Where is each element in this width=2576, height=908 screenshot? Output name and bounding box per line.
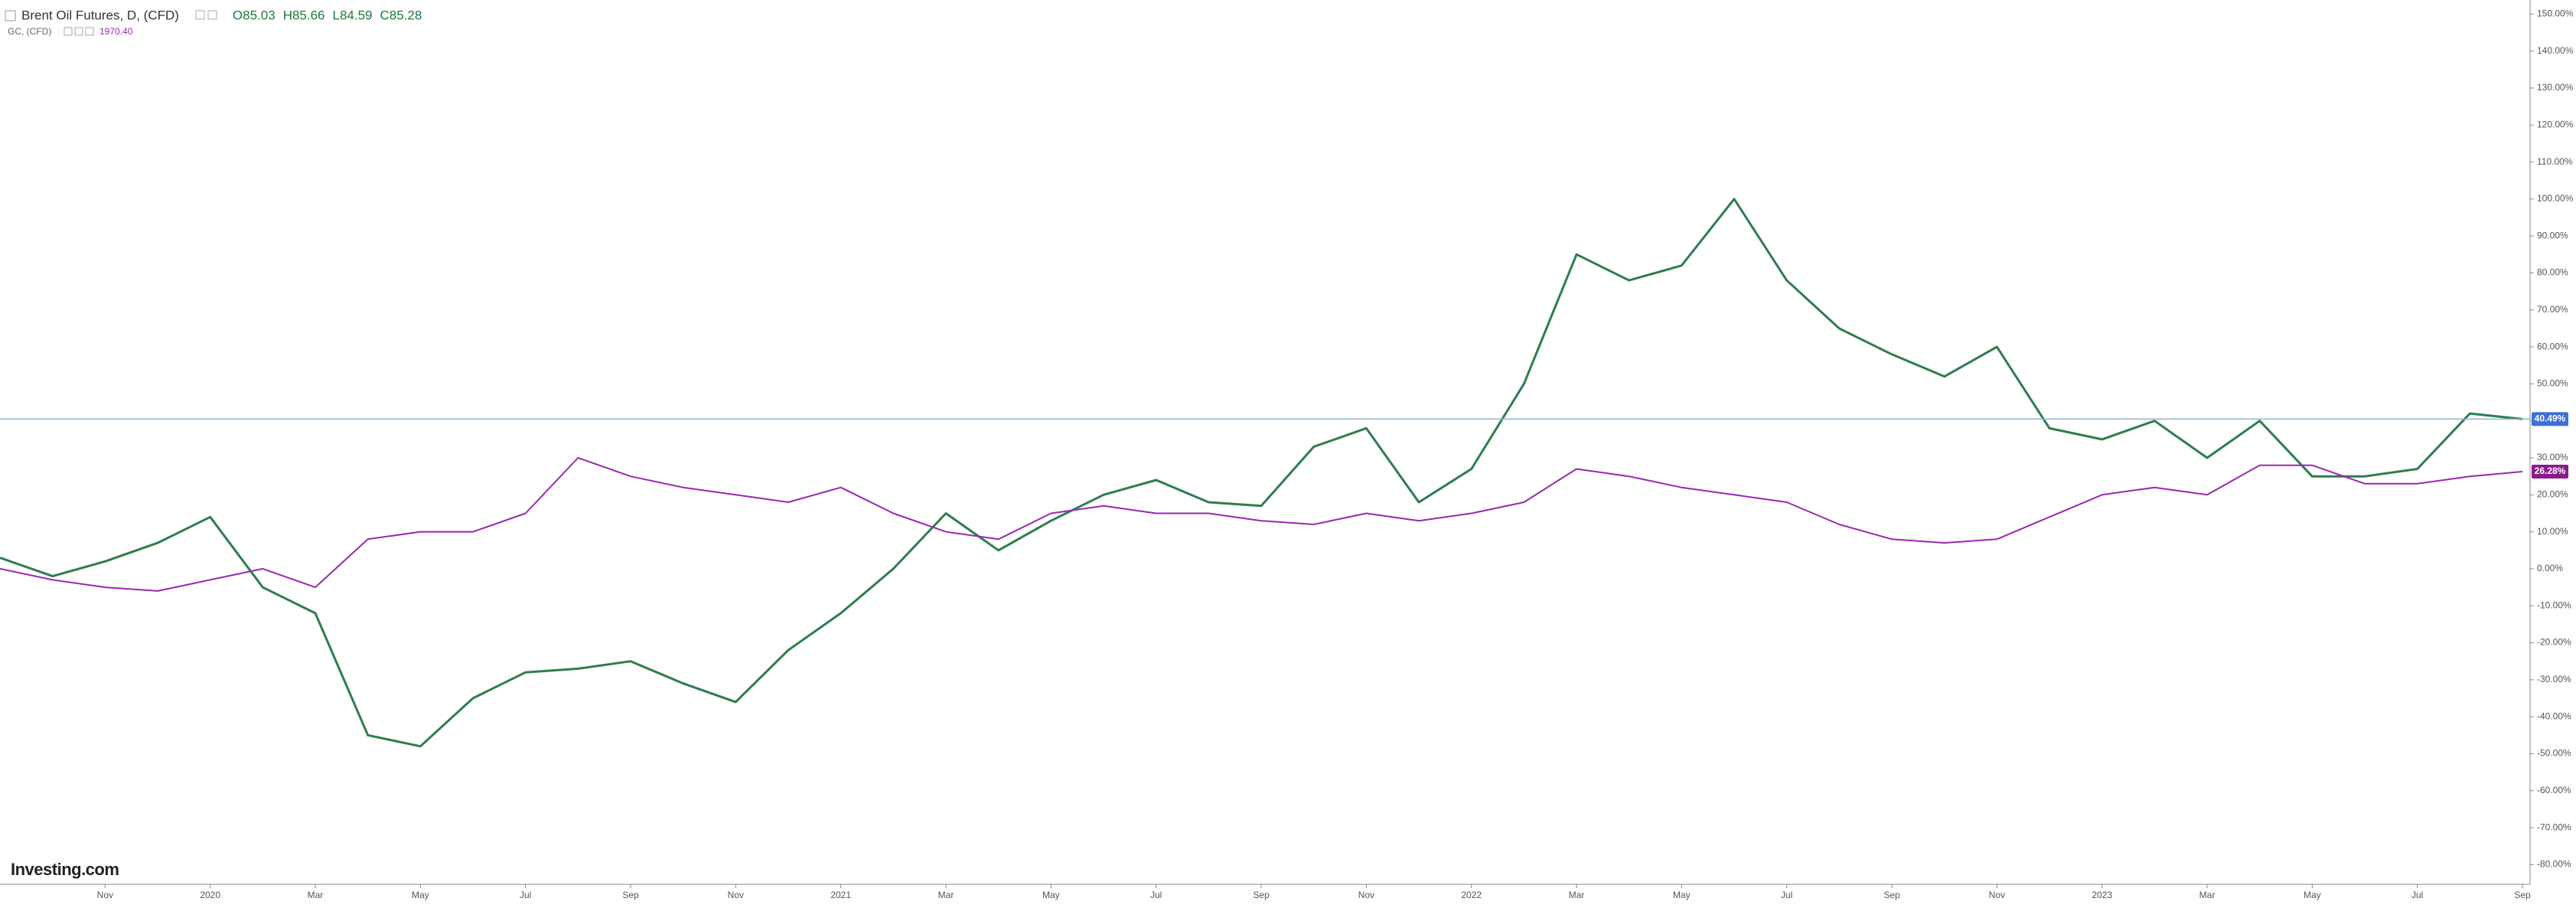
series-line (0, 457, 2523, 592)
x-tick-label: Mar (1569, 890, 1585, 900)
y-tick-label: 120.00% (2537, 119, 2574, 129)
x-tick-label: May (1673, 890, 1691, 900)
x-tick-label: 2020 (200, 890, 220, 900)
settings-icon[interactable] (195, 10, 205, 20)
x-tick-label: Sep (1883, 890, 1900, 900)
y-tick-label: -70.00% (2537, 821, 2571, 832)
y-tick-label: 30.00% (2537, 452, 2568, 462)
y-tick-label: 0.00% (2537, 563, 2563, 573)
x-tick-label: May (412, 890, 429, 900)
x-tick-label: Sep (1253, 890, 1270, 900)
y-tick-label: 130.00% (2537, 82, 2574, 93)
y-tick-label: 10.00% (2537, 526, 2568, 537)
x-tick-label: 2021 (830, 890, 851, 900)
y-tick-label: -60.00% (2537, 785, 2571, 795)
collapse-icon[interactable] (5, 10, 16, 21)
logo: Investing.com (11, 860, 119, 879)
x-tick-label: May (2304, 890, 2321, 900)
x-tick-label: Mar (308, 890, 324, 900)
x-tick-label: Nov (1989, 890, 2005, 900)
x-tick-label: Sep (2514, 890, 2531, 900)
close-icon[interactable] (85, 27, 94, 36)
y-tick-label: -20.00% (2537, 637, 2571, 648)
y-tick-label: -50.00% (2537, 748, 2571, 759)
x-tick-label: Nov (97, 890, 113, 900)
x-tick-label: Nov (728, 890, 744, 900)
legend-series-name: Brent Oil Futures, D, (CFD) (21, 8, 179, 22)
y-tick-label: 20.00% (2537, 489, 2568, 500)
x-tick-label: Jul (2411, 890, 2423, 900)
y-tick-label: 150.00% (2537, 8, 2574, 19)
x-tick-label: Mar (938, 890, 954, 900)
y-tick-label: 90.00% (2537, 230, 2568, 240)
x-tick-label: 2023 (2092, 890, 2112, 900)
y-tick-label: 140.00% (2537, 45, 2574, 56)
ohlc-value: O85.03 (233, 8, 276, 22)
ohlc-value: C85.28 (380, 8, 422, 22)
y-tick-label: 70.00% (2537, 304, 2568, 315)
visibility-icon[interactable] (74, 27, 83, 36)
ohlc-value: H85.66 (283, 8, 325, 22)
series-line (0, 198, 2523, 748)
y-tick-label: 80.00% (2537, 267, 2568, 278)
y-tick-label: -30.00% (2537, 674, 2571, 684)
ohlc-value: L84.59 (333, 8, 373, 22)
x-tick-label: Nov (1358, 890, 1374, 900)
x-tick-label: Jul (520, 890, 531, 900)
y-tick-label: 110.00% (2537, 156, 2573, 167)
last-value-label: 40.49% (2535, 413, 2566, 424)
close-icon[interactable] (207, 10, 217, 20)
y-tick-label: 60.00% (2537, 341, 2568, 351)
y-tick-label: 50.00% (2537, 378, 2568, 389)
last-value-badge (2532, 465, 2568, 478)
x-tick-label: Mar (2199, 890, 2216, 900)
x-tick-label: Jul (1150, 890, 1162, 900)
last-value-label: 26.28% (2535, 465, 2566, 476)
x-tick-label: Jul (1781, 890, 1792, 900)
x-tick-label: Sep (622, 890, 639, 900)
y-tick-label: -40.00% (2537, 710, 2571, 721)
y-tick-label: -10.00% (2537, 599, 2571, 610)
y-tick-label: -80.00% (2537, 859, 2571, 870)
legend-series-name: GC, (CFD) (8, 26, 51, 37)
x-tick-label: 2022 (1461, 890, 1482, 900)
settings-icon[interactable] (64, 27, 73, 36)
x-tick-label: May (1042, 890, 1060, 900)
last-value-badge (2532, 412, 2568, 426)
y-tick-label: 100.00% (2537, 193, 2574, 204)
gold-price: 1970.40 (99, 26, 133, 37)
